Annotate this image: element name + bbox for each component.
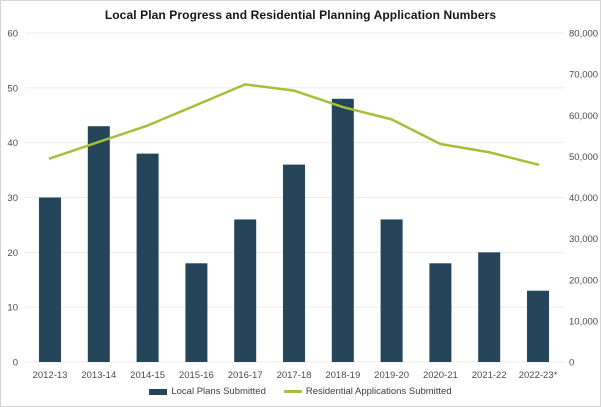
x-axis-tick: 2018-19	[325, 370, 360, 381]
bar-swatch-icon	[149, 388, 168, 395]
y-axis-left-tick: 0	[13, 358, 18, 369]
x-axis-tick: 2019-20	[374, 370, 409, 381]
legend-label-local-plans: Local Plans Submitted	[171, 386, 266, 397]
bar-2017-18	[283, 164, 305, 362]
bar-2015-16	[185, 263, 208, 362]
x-axis-tick: 2017-18	[277, 370, 312, 381]
y-axis-right-tick: 20,000	[569, 275, 598, 286]
y-axis-right-tick: 0	[569, 358, 574, 369]
bar-2016-17	[234, 219, 257, 362]
residential-applications-line	[48, 83, 540, 166]
y-axis-left-tick: 10	[7, 303, 18, 314]
y-axis-right-tick: 50,000	[569, 152, 598, 163]
legend: Local Plans Submitted Residential Applic…	[1, 386, 600, 397]
x-axis-tick: 2020-21	[423, 370, 458, 381]
y-axis-right-tick: 30,000	[569, 234, 598, 245]
bar-2021-22	[478, 252, 501, 362]
x-axis-tick: 2016-17	[228, 370, 263, 381]
x-axis-tick: 2013-14	[81, 370, 116, 381]
bar-2022-23*	[527, 290, 549, 362]
bar-2013-14	[87, 126, 110, 362]
y-axis-right-tick: 10,000	[569, 316, 598, 327]
line-swatch-icon	[283, 390, 302, 393]
bar-2012-13	[39, 197, 61, 362]
legend-item-residential-applications: Residential Applications Submitted	[283, 386, 452, 397]
y-axis-left-tick: 60	[7, 29, 18, 40]
bar-2019-20	[380, 219, 403, 362]
x-axis-tick: 2021-22	[472, 370, 507, 381]
bar-2020-21	[429, 263, 452, 362]
y-axis-right-tick: 80,000	[569, 29, 598, 40]
x-axis-tick: 2022-23*	[519, 370, 558, 381]
x-axis-tick: 2012-13	[33, 370, 68, 381]
legend-item-local-plans: Local Plans Submitted	[149, 386, 266, 397]
y-axis-left-tick: 50	[7, 83, 18, 94]
y-axis-right-tick: 60,000	[569, 111, 598, 122]
x-axis-tick: 2015-16	[179, 370, 214, 381]
y-axis-left-tick: 20	[7, 248, 18, 259]
y-axis-right-tick: 70,000	[569, 70, 598, 81]
y-axis-left-tick: 30	[7, 193, 18, 204]
bar-2014-15	[136, 153, 159, 362]
bar-2018-19	[331, 98, 354, 363]
legend-label-residential-applications: Residential Applications Submitted	[305, 386, 452, 397]
y-axis-left-tick: 40	[7, 138, 18, 149]
chart-title: Local Plan Progress and Residential Plan…	[104, 8, 497, 22]
y-axis-right-tick: 40,000	[569, 193, 598, 204]
x-axis-tick: 2014-15	[130, 370, 165, 381]
